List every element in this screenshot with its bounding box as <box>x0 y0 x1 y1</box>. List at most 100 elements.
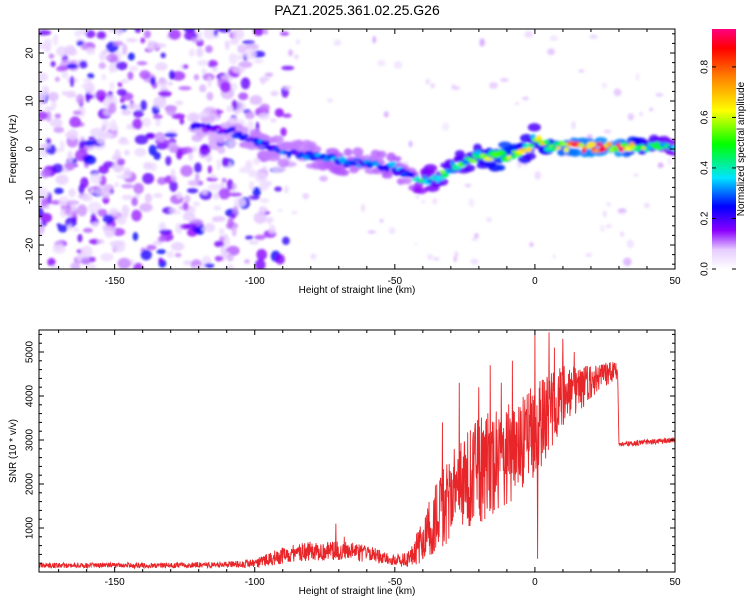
noise-blob <box>148 144 157 156</box>
noise-blob <box>500 77 509 83</box>
noise-blob <box>142 172 155 185</box>
noise-blob <box>552 254 556 259</box>
noise-blob <box>193 201 200 207</box>
noise-blob <box>254 171 268 183</box>
noise-blob <box>48 91 59 102</box>
noise-blob <box>111 240 126 253</box>
noise-blob <box>176 191 182 200</box>
x-tick-label: -50 <box>388 276 403 287</box>
ridge-blob <box>569 148 582 157</box>
noise-blob <box>117 257 131 269</box>
noise-blob <box>414 242 418 246</box>
noise-blob <box>65 90 77 99</box>
noise-blob <box>141 117 152 128</box>
noise-blob <box>98 62 106 70</box>
ridge-blob <box>343 148 353 157</box>
noise-blob <box>159 77 168 88</box>
noise-blob <box>52 244 66 254</box>
ridge-blob <box>220 122 233 128</box>
snr-y-ticks: 1000 2000 3000 4000 5000 <box>25 333 675 564</box>
noise-blob <box>479 38 485 47</box>
noise-blob <box>155 134 166 143</box>
noise-blob <box>571 120 576 130</box>
colorbar-tick-label: 0.6 <box>700 110 711 124</box>
ridge-blob <box>468 159 478 163</box>
noise-blob <box>605 224 612 229</box>
noise-blob <box>196 47 204 58</box>
noise-blob <box>55 174 69 185</box>
noise-blob <box>155 118 161 127</box>
noise-blob <box>655 92 664 97</box>
noise-blob <box>80 177 89 189</box>
noise-blob <box>248 181 255 191</box>
ridge-blob <box>271 135 284 144</box>
noise-blob <box>529 242 534 248</box>
noise-blob <box>367 230 377 234</box>
colorbar: 0.0 0.2 0.4 0.6 0.8 Normalized spectral ampl… <box>700 29 747 276</box>
noise-blob <box>66 63 78 69</box>
noise-blob <box>188 48 195 57</box>
noise-blob <box>263 29 269 35</box>
noise-blob <box>109 119 117 132</box>
noise-blob <box>40 169 50 179</box>
ridge-blob <box>234 131 243 135</box>
ridge-blob <box>606 142 613 147</box>
noise-blob <box>247 120 254 133</box>
ridge-blob <box>385 168 390 172</box>
noise-blob <box>55 65 69 72</box>
x-tick-label: -50 <box>388 577 403 588</box>
noise-blob <box>191 145 198 153</box>
noise-blob <box>39 42 52 50</box>
noise-blob <box>534 171 542 180</box>
noise-blob <box>115 61 128 71</box>
noise-blob <box>39 30 52 36</box>
ridge-blob <box>527 123 541 132</box>
noise-blob <box>244 259 250 264</box>
noise-blob <box>117 82 123 87</box>
noise-blob <box>47 258 56 267</box>
noise-blob <box>524 31 533 38</box>
ridge-blob <box>464 164 476 172</box>
noise-blob <box>182 211 196 222</box>
noise-blob <box>70 203 77 212</box>
noise-blob <box>139 70 151 80</box>
noise-blob <box>310 253 317 260</box>
noise-blob <box>377 59 386 67</box>
noise-blob <box>146 244 157 251</box>
noise-blob <box>258 112 270 120</box>
noise-blob <box>254 259 266 269</box>
noise-blob <box>126 103 139 110</box>
noise-blob <box>170 241 185 251</box>
noise-blob <box>253 29 264 37</box>
noise-blob <box>216 158 221 171</box>
noise-blob <box>196 30 202 42</box>
noise-blob <box>192 265 207 269</box>
noise-blob <box>201 188 208 195</box>
noise-blob <box>182 64 189 69</box>
noise-blob <box>134 29 142 34</box>
noise-blob <box>168 81 173 86</box>
noise-blob <box>207 165 213 174</box>
noise-blob <box>237 44 247 54</box>
noise-blob <box>319 175 328 182</box>
ridge-blob <box>525 147 532 153</box>
noise-blob <box>207 76 212 88</box>
y-tick-label: 1000 <box>25 516 36 539</box>
noise-blob <box>238 166 250 174</box>
noise-blob <box>81 83 94 89</box>
noise-blob <box>140 249 152 261</box>
ridge-blob <box>277 158 289 168</box>
noise-blob <box>214 255 224 262</box>
noise-blob <box>204 263 215 269</box>
noise-blob <box>274 108 284 118</box>
ridge-blob <box>535 135 542 142</box>
noise-blob <box>66 150 74 163</box>
noise-blob <box>54 76 60 82</box>
noise-blob <box>240 77 251 90</box>
noise-blob <box>433 256 440 261</box>
noise-blob <box>134 134 149 145</box>
ridge-blob <box>595 142 603 147</box>
noise-blob <box>159 229 173 235</box>
noise-blob <box>147 40 159 51</box>
noise-blob <box>121 109 132 116</box>
